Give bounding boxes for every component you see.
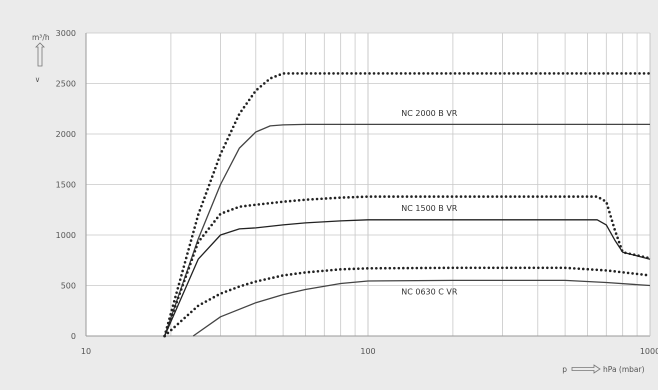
y-tick-label: 3000 bbox=[56, 29, 76, 38]
y-tick-label: 1500 bbox=[56, 181, 76, 190]
x-axis-unit-label: hPa (mbar) bbox=[603, 365, 645, 374]
axes: 0 500 1000 1500 2000 2500 3000 10 100 1000 bbox=[56, 29, 658, 356]
series-line-dotted bbox=[163, 195, 652, 338]
x-axis-label: p bbox=[562, 365, 567, 374]
data-series bbox=[163, 72, 652, 338]
x-tick-label: 100 bbox=[360, 347, 375, 356]
series-line-dotted bbox=[163, 72, 652, 338]
series-line-solid bbox=[163, 123, 650, 337]
x-tick-label: 1000 bbox=[640, 347, 658, 356]
y-axis-label: m³/h bbox=[32, 33, 50, 42]
x-axis-unit: p hPa (mbar) bbox=[562, 364, 645, 374]
y-tick-label: 1000 bbox=[56, 231, 76, 240]
series-label: NC 2000 B VR bbox=[401, 109, 458, 118]
y-tick-label: 2500 bbox=[56, 80, 76, 89]
y-tick-label: 0 bbox=[71, 332, 76, 341]
y-axis-unit: m³/h ∨ bbox=[32, 33, 50, 84]
series-label: NC 1500 B VR bbox=[401, 204, 458, 213]
y-tick-label: 2000 bbox=[56, 130, 76, 139]
right-arrow-icon bbox=[571, 364, 601, 374]
series-line-solid bbox=[192, 279, 651, 337]
up-arrow-icon bbox=[35, 42, 45, 67]
x-tick-label: 10 bbox=[81, 347, 91, 356]
series-line-solid bbox=[164, 219, 651, 337]
grid-lines bbox=[86, 32, 650, 336]
series-label: NC 0630 C VR bbox=[401, 288, 458, 297]
series-labels: NC 2000 B VR NC 1500 B VR NC 0630 C VR bbox=[401, 109, 458, 297]
y-axis-arrow-mark: ∨ bbox=[35, 75, 41, 84]
y-tick-label: 500 bbox=[61, 282, 76, 291]
series-line-dotted bbox=[163, 266, 652, 338]
